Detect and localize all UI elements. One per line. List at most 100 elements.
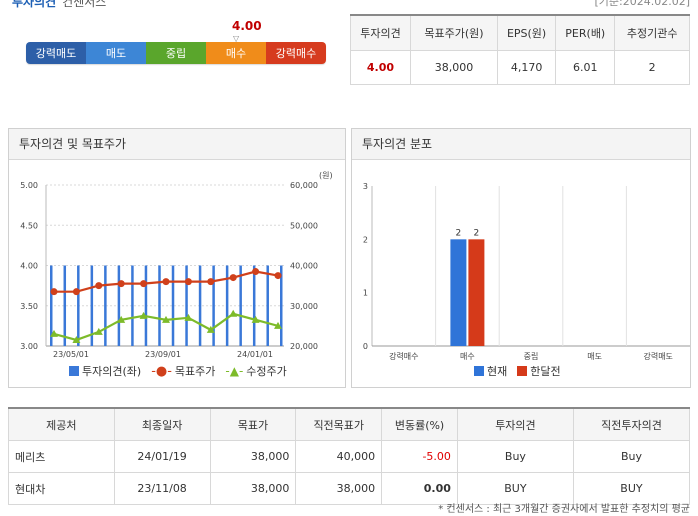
category-label: 매도 <box>587 352 602 361</box>
opinion-distribution-panel: 투자의견 분포 3 2 1 0 강력매수 매수 2 2 중립 매도 강력매도 현재 한달전 <box>351 128 691 388</box>
target-price-point <box>252 268 260 276</box>
opinion-bar <box>90 265 94 346</box>
opinion-bar <box>144 265 148 346</box>
table-row: 현대차 23/11/08 38,000 38,000 0.00 BUY BUY <box>8 472 691 505</box>
cell-date: 23/11/08 <box>113 472 211 505</box>
gauge-segment: 강력매수 <box>266 42 326 64</box>
cell-name: 메리츠 <box>8 440 115 473</box>
adjusted-price-point <box>184 313 193 321</box>
opinion-bar <box>266 265 269 346</box>
opinion-target-chart: 5.00 4.50 4.00 3.50 3.00 60,000 50,000 40,000 30… <box>20 171 332 359</box>
provider-table: 제공처 최종일자 목표가 직전목표가 변동률(%) 투자의견 직전투자의견 메리츠 24/01… <box>8 407 691 505</box>
gauge-segment: 매수 <box>206 42 266 64</box>
summary-value: 6.01 <box>555 50 616 85</box>
y-left-tick: 5.00 <box>20 181 38 190</box>
opinion-bar <box>280 265 283 346</box>
y-right-tick: 20,000 <box>290 342 318 351</box>
current-bar <box>450 239 467 346</box>
legend-line-triangle-icon: -▲- <box>225 364 244 378</box>
opinion-gauge: 강력매도 매도 중립 매수 강력매수 <box>26 42 326 64</box>
gauge-segment: 중립 <box>146 42 206 64</box>
gauge-segment: 매도 <box>86 42 146 64</box>
opinion-bar <box>131 265 134 346</box>
section-title: 투자의견 컨센서스 <box>12 0 106 10</box>
opinion-bar <box>198 265 202 346</box>
cell-opinion: BUY <box>456 472 574 505</box>
provider-header: 목표가 <box>209 407 297 441</box>
legend-current-swatch <box>474 366 484 376</box>
y-right-tick: 30,000 <box>290 302 318 311</box>
category-label: 매수 <box>460 352 475 361</box>
legend-bar-swatch <box>69 366 79 376</box>
target-price-point <box>184 278 192 286</box>
opinion-bar <box>50 265 53 346</box>
consensus-summary-table: 투자의견 목표주가(원) EPS(원) PER(배) 추정기관수 4.00 38,000 4… <box>350 14 690 85</box>
y-tick: 2 <box>363 235 368 244</box>
category-label: 강력매수 <box>389 351 418 361</box>
target-price-point <box>140 280 148 288</box>
adjusted-price-point <box>206 325 215 333</box>
cell-prev-opinion: BUY <box>572 472 691 505</box>
month-ago-bar <box>468 239 485 346</box>
consensus-note: * 컨센서스 : 최근 3개월간 증권사에서 발표한 추정치의 평균 <box>438 504 690 515</box>
cell-prev-target: 38,000 <box>295 472 383 505</box>
opinion-bar <box>63 265 67 346</box>
summary-value: 4.00 <box>350 50 411 85</box>
line-chart-legend: 투자의견(좌) -●- 목표주가 -▲- 수정주가 <box>69 363 291 379</box>
category-label: 중립 <box>524 352 539 361</box>
summary-header: 목표주가(원) <box>409 14 498 51</box>
opinion-bar <box>225 265 229 346</box>
adjusted-price-point <box>229 309 238 317</box>
legend-current: 현재 <box>474 363 507 379</box>
opinion-bar <box>185 265 188 346</box>
summary-header: 투자의견 <box>350 14 411 51</box>
provider-header: 투자의견 <box>456 407 574 441</box>
gauge-segment: 강력매도 <box>26 42 86 64</box>
target-price-point <box>229 274 237 282</box>
provider-header: 직전목표가 <box>295 407 383 441</box>
opinion-score: 4.00 <box>232 19 262 33</box>
panel-title: 투자의견 분포 <box>352 129 690 160</box>
opinion-bar <box>104 265 107 346</box>
y-tick: 3 <box>363 182 368 191</box>
cell-target: 38,000 <box>209 472 297 505</box>
summary-value: 4,170 <box>496 50 557 85</box>
panel-title: 투자의견 및 목표주가 <box>9 129 345 160</box>
summary-value: 2 <box>614 50 690 85</box>
cell-opinion: Buy <box>456 440 574 473</box>
opinion-distribution-chart: 3 2 1 0 강력매수 매수 2 2 중립 매도 강력매도 <box>363 182 690 361</box>
adjusted-price-point <box>50 329 58 337</box>
opinion-bar <box>171 265 175 346</box>
opinion-bar <box>239 265 242 346</box>
opinion-bar <box>158 265 161 346</box>
y-right-tick: 40,000 <box>290 262 318 271</box>
target-price-point <box>162 278 170 286</box>
adjusted-price-point <box>139 311 148 319</box>
summary-header: EPS(원) <box>496 14 557 51</box>
section-subtitle: 컨센서스 <box>62 0 107 9</box>
provider-header: 변동률(%) <box>381 407 458 441</box>
bar-chart-legend: 현재 한달전 <box>474 363 565 379</box>
x-tick: 23/09/01 <box>145 350 181 359</box>
legend-opinion: 투자의견(좌) <box>69 363 141 379</box>
x-tick: 24/01/01 <box>237 350 273 359</box>
x-tick: 23/05/01 <box>53 350 89 359</box>
provider-header: 직전투자의견 <box>572 407 691 441</box>
target-price-point <box>50 288 58 296</box>
adjusted-price-point <box>251 315 260 323</box>
base-date: [기준:2024.02.02] <box>594 0 690 8</box>
cell-prev-opinion: Buy <box>572 440 691 473</box>
cell-change: -5.00 <box>381 440 458 473</box>
summary-header: 추정기관수 <box>614 14 690 51</box>
cell-target: 38,000 <box>209 440 297 473</box>
opinion-marker-icon: ▽ <box>233 34 240 43</box>
opinion-bar <box>212 265 215 346</box>
y-left-tick: 4.50 <box>20 221 38 230</box>
y-tick: 0 <box>363 342 368 351</box>
legend-price: -▲- 수정주가 <box>225 364 287 378</box>
y-right-tick: 50,000 <box>290 221 318 230</box>
target-price-point <box>95 282 103 290</box>
target-price-point <box>72 288 80 296</box>
cell-name: 현대차 <box>8 472 115 505</box>
legend-month-ago-swatch <box>517 366 528 376</box>
